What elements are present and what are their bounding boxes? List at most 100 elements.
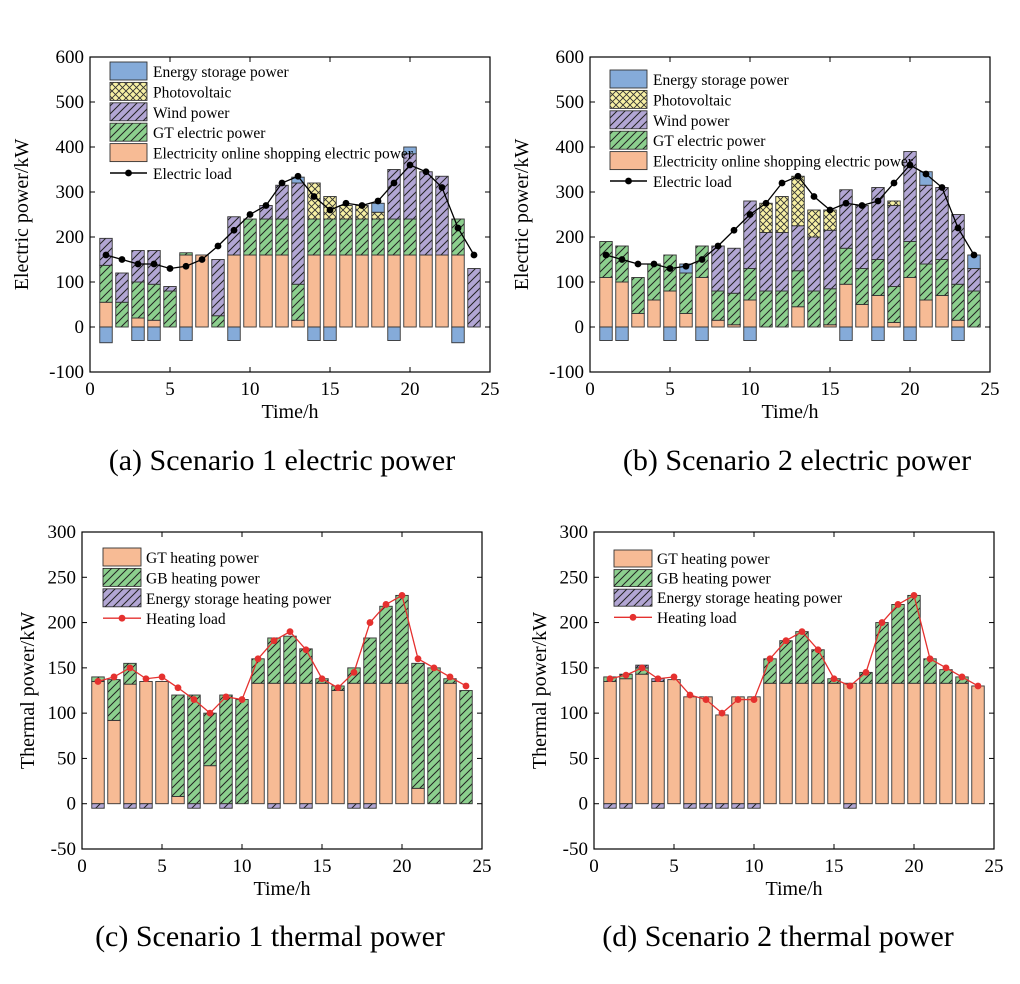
y-tick-label: 200 — [56, 227, 85, 248]
y-tick-label: 200 — [48, 613, 77, 634]
load-point-h17 — [350, 668, 358, 676]
bar-hatch-wind-h12 — [775, 232, 789, 291]
legend-swatch-hatch — [103, 568, 141, 587]
bar-heat_gt-h14 — [299, 683, 313, 804]
bar-outline-heat_storage-h12 — [267, 803, 281, 809]
legend-swatch-hatch — [610, 110, 647, 129]
legend-marker — [118, 614, 126, 622]
bar-hatch-heat_storage-h18 — [363, 803, 377, 809]
bar-hatch-wind-h11 — [259, 205, 273, 219]
load-point-h7 — [198, 256, 206, 263]
y-tick-label: 500 — [556, 92, 585, 113]
bar-outline-heat_gt-h5 — [155, 680, 169, 805]
bar-hatch-wind-h13 — [291, 183, 305, 285]
bar-hatch-heat_gb-h12 — [267, 637, 281, 684]
bar-grid-h1 — [599, 277, 613, 327]
load-point-h16 — [342, 199, 350, 207]
load-point-h14 — [810, 193, 818, 200]
x-tick-label: 10 — [233, 856, 252, 877]
load-point-h7 — [698, 256, 706, 263]
bar-hatch-heat_storage-h14 — [299, 803, 313, 809]
bar-outline-storage-h16 — [839, 326, 853, 341]
y-tick-label: 0 — [67, 794, 77, 815]
y-tick-label: 500 — [56, 92, 85, 113]
bar-hatch-heat_gb-h8 — [203, 713, 217, 766]
x-tick-label: 0 — [585, 379, 595, 400]
bar-outline-heat_gb-h6 — [171, 694, 185, 797]
bar-hatch-heat_storage-h6 — [683, 803, 697, 809]
bar-hatch-heat_storage-h7 — [187, 803, 201, 809]
bar-outline-heat_storage-h1 — [603, 803, 617, 809]
x-tick-label: 25 — [473, 856, 492, 877]
bar-heat_gt-h20 — [395, 683, 409, 804]
bar-outline-grid-h7 — [195, 254, 209, 328]
load-point-h15 — [326, 206, 334, 214]
bar-hatch-heat_gb-h11 — [763, 658, 777, 684]
legend-item-gt-electric-power: GT electric power — [109, 122, 266, 142]
bar-heat_gt-h2 — [107, 720, 121, 804]
load-point-h5 — [158, 673, 166, 681]
x-tick-label: 0 — [85, 379, 95, 400]
bar-storage-h16 — [839, 327, 853, 341]
y-tick-label: 300 — [556, 182, 585, 203]
bar-outline-wind-h1 — [99, 237, 113, 266]
x-axis-label: Time/h — [261, 401, 318, 423]
bar-grid-h18 — [871, 295, 885, 327]
y-axis-label: Thermal power/kW — [17, 612, 39, 769]
load-point-h22 — [438, 184, 446, 191]
bar-hatch-heat_storage-h1 — [91, 803, 105, 809]
bar-hatch-heat_storage-h7 — [699, 803, 713, 809]
x-tick-label: 15 — [825, 856, 844, 877]
load-point-h6 — [174, 684, 182, 692]
bar-hatch-wind-h19 — [387, 169, 401, 219]
load-point-h3 — [126, 664, 134, 672]
y-tick-label: 0 — [75, 317, 85, 338]
bar-hatch-wind-h20 — [403, 153, 417, 219]
bar-grid-h21 — [919, 300, 933, 327]
legend-label: Photovoltaic — [153, 84, 231, 101]
bar-hatch-wind-h19 — [887, 205, 901, 287]
bar-hatch-gt-h18 — [371, 219, 385, 255]
legend-item-energy-storage-power: Energy storage power — [109, 61, 290, 81]
load-point-h10 — [750, 696, 758, 703]
bar-storage-h10 — [743, 327, 757, 341]
y-tick-label: 150 — [48, 658, 77, 679]
y-axis-label: Electric power/kW — [11, 139, 33, 291]
legend-label: Electric load — [653, 174, 732, 191]
bar-hatch-heat_gb-h6 — [171, 695, 185, 797]
load-point-h1 — [94, 678, 102, 685]
bar-storage-h19 — [387, 327, 401, 341]
bar-outline-heat_gb-h3 — [123, 662, 137, 685]
panel-caption: (c) Scenario 1 thermal power — [95, 920, 445, 953]
bar-hatch-photovoltaic-h16 — [339, 205, 353, 219]
bar-storage-h1 — [99, 327, 113, 343]
bar-hatch-gt-h5 — [663, 255, 677, 291]
bar-grid-h20 — [403, 255, 417, 327]
y-tick-label: 100 — [556, 272, 585, 293]
load-point-h6 — [686, 691, 694, 699]
bar-outline-heat_storage-h7 — [187, 803, 201, 809]
bar-outline-wind-h19 — [387, 169, 401, 220]
bar-grid-h2 — [615, 282, 629, 327]
bar-hatch-gt-h8 — [211, 315, 225, 327]
bar-heat_gt-h16 — [843, 683, 857, 804]
bar-heat_gt-h10 — [747, 696, 761, 804]
bar-outline-heat_gb-h17 — [347, 667, 361, 684]
load-point-h11 — [762, 199, 770, 207]
load-point-h1 — [602, 251, 610, 259]
load-point-h8 — [714, 242, 722, 250]
bar-outline-heat_storage-h18 — [363, 803, 377, 809]
bar-outline-storage-h5 — [663, 326, 677, 341]
bar-hatch-heat_gb-h13 — [795, 631, 809, 684]
bar-hatch-gt-h13 — [791, 270, 805, 307]
bar-grid-h12 — [275, 255, 289, 327]
legend-swatch — [609, 151, 648, 171]
load-point-h3 — [134, 260, 142, 268]
bar-outline-storage-h23 — [451, 326, 465, 344]
y-axis-label: Electric power/kW — [511, 139, 533, 291]
y-tick-label: 600 — [56, 47, 85, 68]
bar-heat_gt-h21 — [923, 683, 937, 804]
bar-heat_gt-h19 — [379, 683, 393, 804]
bar-hatch-heat_gb-h11 — [251, 658, 265, 684]
